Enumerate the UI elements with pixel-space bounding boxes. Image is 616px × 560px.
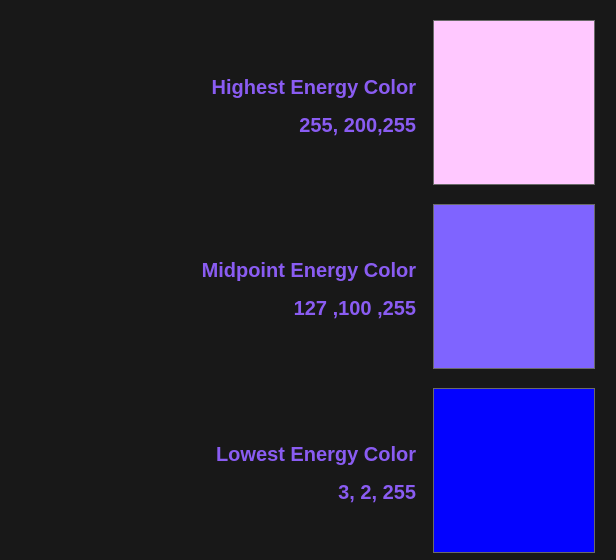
- highest-energy-labels: Highest Energy Color 255, 200,255: [212, 76, 416, 138]
- midpoint-energy-swatch[interactable]: [433, 204, 595, 369]
- midpoint-energy-title: Midpoint Energy Color: [201, 260, 416, 282]
- midpoint-energy-labels: Midpoint Energy Color 127 ,100 ,255: [202, 259, 416, 321]
- highest-energy-title: Highest Energy Color: [211, 77, 416, 99]
- highest-energy-rgb: 255, 200,255: [299, 115, 416, 137]
- midpoint-energy-rgb: 127 ,100 ,255: [293, 298, 416, 320]
- lowest-energy-title: Lowest Energy Color: [215, 444, 416, 466]
- highest-energy-swatch[interactable]: [433, 20, 595, 185]
- lowest-energy-rgb: 3, 2, 255: [338, 482, 416, 504]
- lowest-energy-swatch[interactable]: [433, 388, 595, 553]
- lowest-energy-labels: Lowest Energy Color 3, 2, 255: [216, 443, 416, 505]
